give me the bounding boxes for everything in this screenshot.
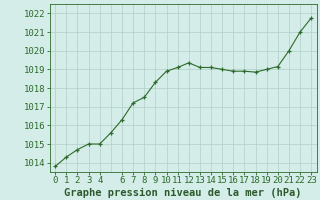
X-axis label: Graphe pression niveau de la mer (hPa): Graphe pression niveau de la mer (hPa) (64, 188, 302, 198)
